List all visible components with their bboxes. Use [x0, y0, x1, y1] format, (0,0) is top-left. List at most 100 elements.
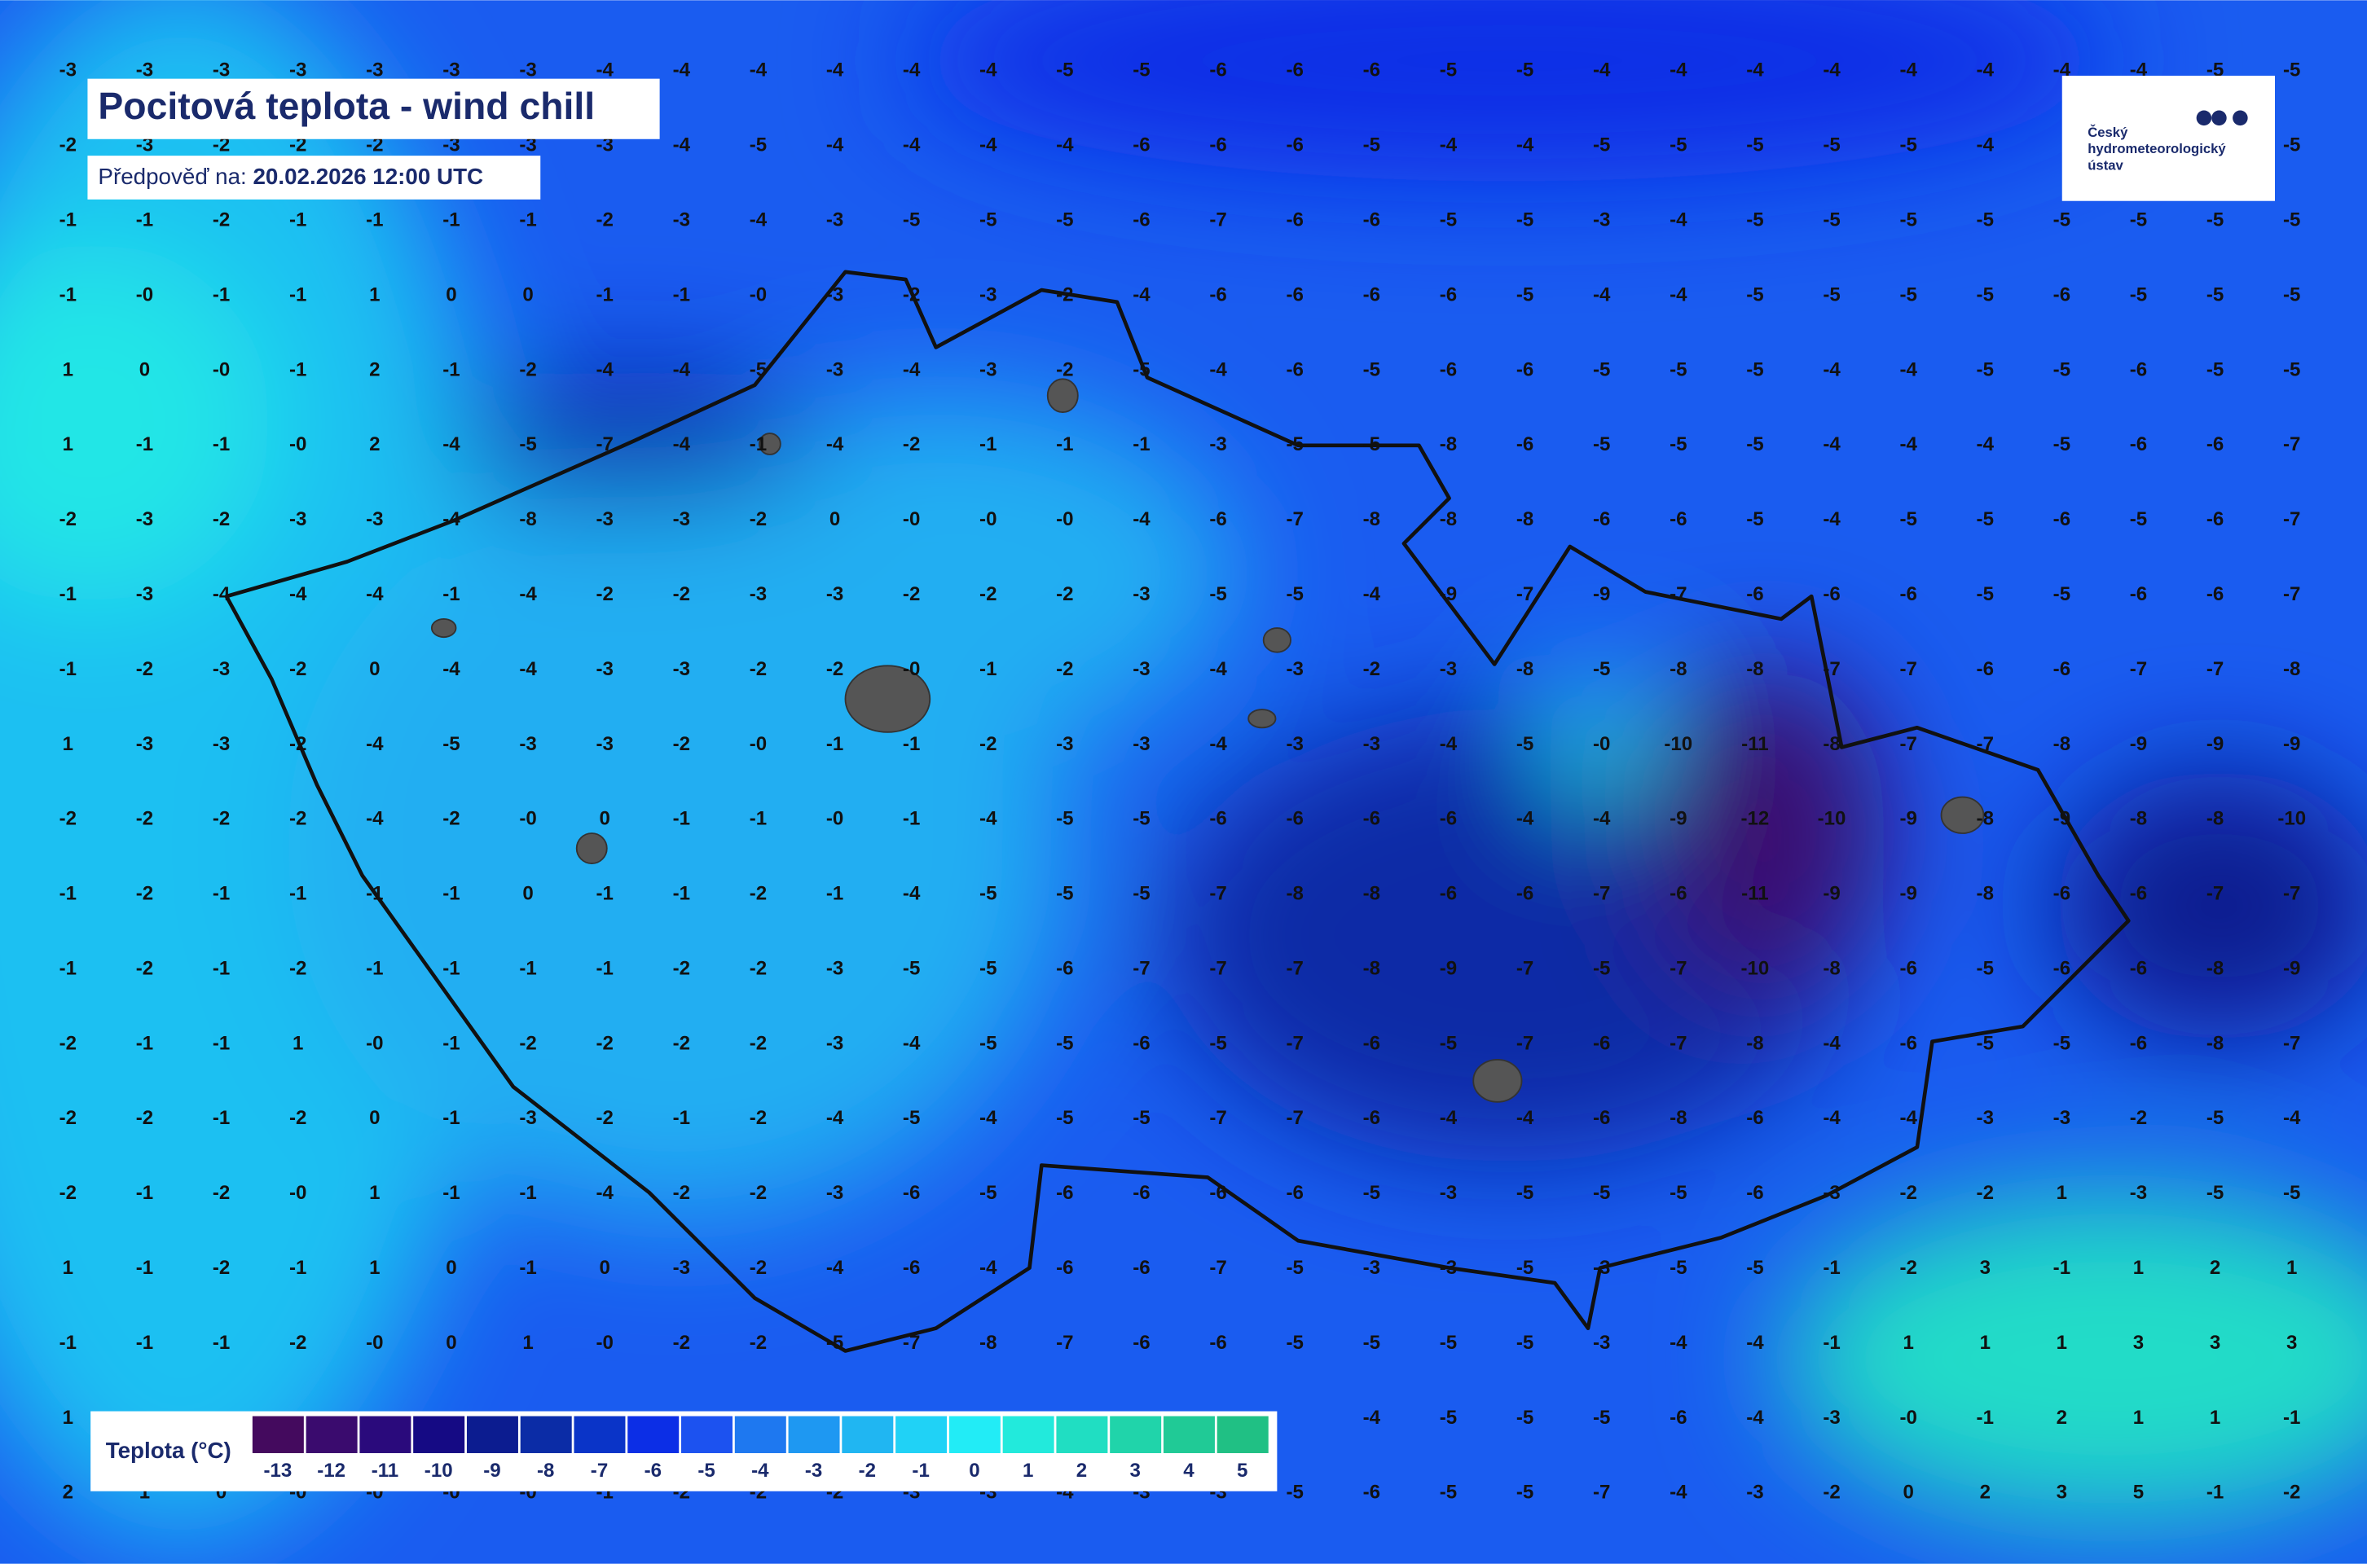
grid-value: -4 [979, 59, 997, 81]
grid-value: -11 [1741, 883, 1768, 905]
grid-value: -5 [1209, 583, 1226, 605]
forecast: Předpověď na: 20.02.2026 12:00 UTC [98, 164, 483, 189]
forecast-time: 20.02.2026 12:00 UTC [253, 164, 483, 189]
grid-value: -11 [1741, 733, 1768, 755]
grid-value: -1 [442, 883, 460, 905]
grid-value: -9 [2283, 733, 2300, 755]
grid-value: 0 [446, 283, 456, 305]
grid-value: -6 [903, 1182, 920, 1204]
grid-value: -2 [519, 358, 536, 380]
grid-value: -1 [442, 1182, 460, 1204]
legend-title: Teplota (°C) [106, 1438, 231, 1463]
grid-value: -7 [1516, 1032, 1533, 1054]
grid-value: -5 [1899, 508, 1916, 530]
grid-value: -0 [596, 1332, 613, 1354]
grid-value: -6 [1593, 1032, 1610, 1054]
grid-value: -2 [366, 134, 383, 156]
grid-value: 0 [599, 808, 609, 830]
grid-value: -1 [59, 1332, 77, 1354]
grid-value: -4 [442, 433, 460, 455]
grid-value: -1 [366, 883, 383, 905]
grid-value: -8 [1746, 658, 1763, 680]
grid-value: -9 [2283, 957, 2300, 979]
grid-value: -4 [903, 134, 921, 156]
grid-value: 0 [139, 358, 150, 380]
legend-label: -3 [805, 1460, 822, 1482]
grid-value: -2 [750, 1182, 767, 1204]
grid-value: -2 [596, 1107, 613, 1129]
grid-value: -6 [903, 1257, 920, 1279]
grid-value: -3 [213, 733, 230, 755]
grid-value: -5 [442, 733, 460, 755]
grid-value: -4 [596, 1182, 614, 1204]
grid-value: -5 [2130, 209, 2147, 231]
grid-value: -3 [519, 1107, 536, 1129]
grid-value: -4 [1209, 658, 1227, 680]
grid-value: 3 [2057, 1482, 2067, 1504]
grid-value: -3 [59, 59, 77, 81]
legend-label: -9 [483, 1460, 500, 1482]
grid-value: -1 [136, 209, 153, 231]
grid-value: -10 [1664, 733, 1692, 755]
grid-value: -1 [59, 957, 77, 979]
grid-value: -1 [442, 1107, 460, 1129]
legend-swatch [412, 1415, 466, 1454]
grid-value: -5 [1133, 808, 1150, 830]
grid-value: 0 [522, 883, 533, 905]
grid-value: -4 [903, 59, 921, 81]
grid-value: -3 [1133, 583, 1150, 605]
grid-value: -7 [1209, 209, 1226, 231]
grid-value: -7 [1209, 883, 1226, 905]
grid-value: -9 [2206, 733, 2224, 755]
grid-value: -0 [903, 658, 920, 680]
grid-value: -5 [2130, 508, 2147, 530]
grid-value: -7 [1209, 1257, 1226, 1279]
grid-value: -1 [442, 358, 460, 380]
grid-value: 3 [1980, 1257, 1991, 1279]
value-grid: -3 -3 -3 -3 -3 -3 -3 -4 -4 -4 -4 -4 -4 -5 -5 -6 -6 -6 -5 -5… [59, 59, 2306, 1504]
legend-label: 4 [1183, 1460, 1194, 1482]
grid-value: -2 [979, 583, 997, 605]
grid-value: -1 [1823, 1332, 1840, 1354]
grid-value: -1 [826, 733, 843, 755]
grid-value: -8 [1363, 957, 1380, 979]
grid-value: -5 [1056, 209, 1073, 231]
grid-value: -5 [1363, 433, 1380, 455]
grid-value: -2 [673, 1182, 690, 1204]
grid-value: -3 [1746, 1482, 1763, 1504]
grid-value: 0 [369, 658, 380, 680]
grid-value: -3 [1593, 1257, 1610, 1279]
grid-value: -6 [1670, 508, 1687, 530]
grid-value: 2 [369, 433, 380, 455]
grid-value: -5 [1977, 583, 1994, 605]
legend-label: -8 [537, 1460, 554, 1482]
legend-swatch [1109, 1415, 1163, 1454]
grid-value: -3 [1056, 733, 1073, 755]
grid-value: -3 [596, 658, 613, 680]
grid-value: -1 [289, 209, 306, 231]
grid-value: -4 [1670, 209, 1687, 231]
grid-value: -3 [1133, 658, 1150, 680]
legend-swatch [466, 1415, 519, 1454]
legend-swatch [573, 1415, 627, 1454]
grid-value: -3 [826, 209, 843, 231]
grid-value: 3 [2133, 1332, 2144, 1354]
grid-value: -3 [979, 283, 997, 305]
grid-value: -4 [213, 583, 231, 605]
grid-value: -2 [136, 883, 153, 905]
grid-value: -4 [366, 583, 384, 605]
grid-value: -5 [1593, 1182, 1610, 1204]
grid-value: -1 [136, 1182, 153, 1204]
grid-value: -5 [1516, 1482, 1533, 1504]
grid-value: -5 [2206, 1182, 2224, 1204]
grid-value: -4 [903, 1032, 921, 1054]
grid-value: -4 [1209, 358, 1227, 380]
grid-value: -4 [366, 808, 384, 830]
grid-value: -3 [826, 358, 843, 380]
grid-value: -5 [2053, 433, 2070, 455]
grid-value: -1 [289, 883, 306, 905]
grid-value: -2 [1363, 658, 1380, 680]
grid-value: -2 [2283, 1482, 2300, 1504]
legend-swatch [895, 1415, 948, 1454]
grid-value: -0 [289, 433, 306, 455]
